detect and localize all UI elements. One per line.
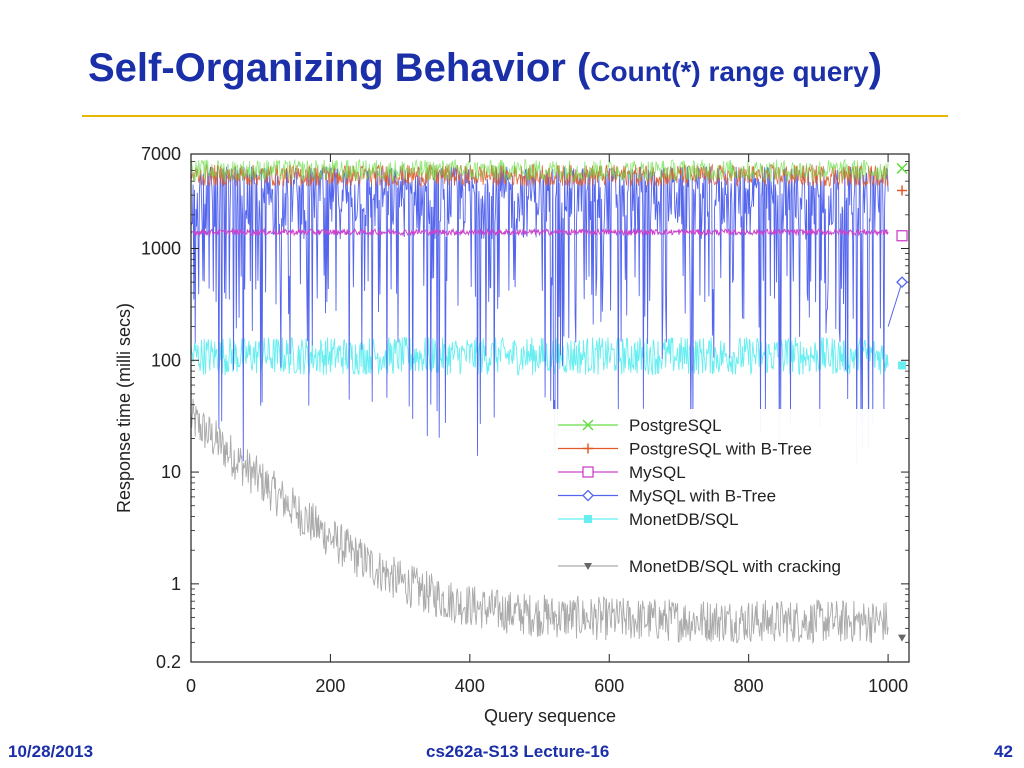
y-axis-label: Response time (milli secs) xyxy=(114,303,134,513)
series-line-mysql xyxy=(191,227,889,237)
footer-page-number: 42 xyxy=(994,742,1013,761)
legend-label-postgresql: PostgreSQL xyxy=(629,416,722,435)
legend-marker-postgresql-with-b-tree xyxy=(583,443,593,454)
y-tick-label: 0.2 xyxy=(156,652,181,672)
legend-marker-postgresql xyxy=(582,419,594,431)
series-end-marker-mysql xyxy=(896,230,908,242)
series-line-mysql-btree-tail xyxy=(887,281,903,327)
x-tick-label: 800 xyxy=(734,676,764,696)
y-tick-label: 7000 xyxy=(141,144,181,164)
series-line-postgresql xyxy=(191,158,889,183)
footer-date: 10/28/2013 xyxy=(8,742,94,761)
y-tick-label: 100 xyxy=(151,350,181,370)
legend-marker-mysql xyxy=(582,466,594,478)
x-axis-label: Query sequence xyxy=(484,706,616,726)
x-tick-label: 0 xyxy=(186,676,196,696)
series-line-monetdb xyxy=(191,336,889,376)
legend-marker-mysql-with-b-tree xyxy=(582,489,594,502)
legend-label-monetdb-sql: MonetDB/SQL xyxy=(629,510,739,529)
slide-title-close: ) xyxy=(868,46,883,90)
x-tick-label: 600 xyxy=(594,676,624,696)
footer-course: cs262a-S13 Lecture-16 xyxy=(426,742,610,761)
series-end-marker-mysql-with-b-tree xyxy=(896,276,908,289)
x-tick-label: 400 xyxy=(455,676,485,696)
title-underline xyxy=(82,115,948,117)
x-tick-label: 1000 xyxy=(868,676,908,696)
series-end-marker-postgresql-with-b-tree xyxy=(897,185,908,196)
series-line-monetdb-cracking xyxy=(191,398,889,645)
legend-label-monetdb-sql-with-cracking: MonetDB/SQL with cracking xyxy=(629,557,841,576)
series-end-marker-monetdb-sql xyxy=(898,361,907,370)
y-tick-label: 10 xyxy=(161,462,181,482)
legend-marker-monetdb-sql xyxy=(584,515,592,523)
y-tick-label: 1 xyxy=(171,574,181,594)
plot-frame xyxy=(190,153,910,663)
slide-title-main: Self-Organizing Behavior ( xyxy=(88,46,591,90)
series-end-marker-monetdb-sql-with-cracking xyxy=(898,634,907,642)
x-tick-label: 200 xyxy=(315,676,345,696)
series-end-marker-postgresql xyxy=(896,162,908,174)
slide-title-subtitle: Count(*) range query xyxy=(590,56,869,87)
legend-label-mysql: MySQL xyxy=(629,463,686,482)
legend-label-postgresql-with-b-tree: PostgreSQL with B-Tree xyxy=(629,440,812,459)
legend-marker-monetdb-sql-with-cracking xyxy=(584,563,592,570)
slide-title: Self-Organizing Behavior (Count(*) range… xyxy=(88,48,882,88)
plot-series-group xyxy=(191,158,903,645)
y-tick-label: 1000 xyxy=(141,238,181,258)
legend-label-mysql-with-b-tree: MySQL with B-Tree xyxy=(629,487,776,506)
